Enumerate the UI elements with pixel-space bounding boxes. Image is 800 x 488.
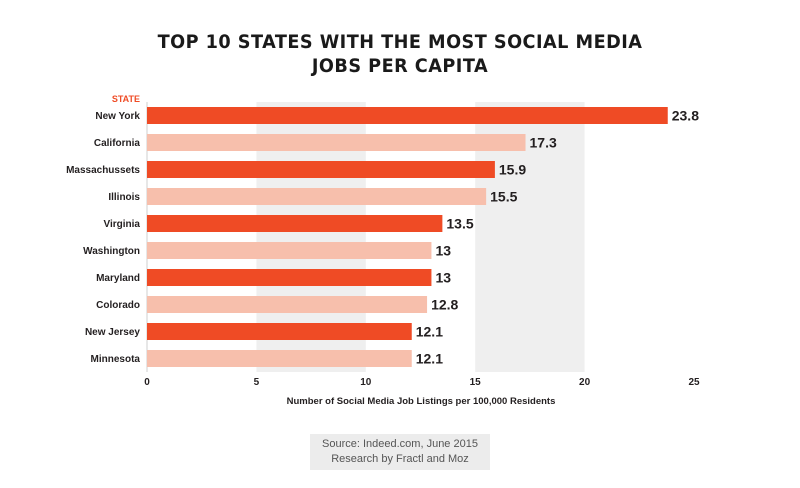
value-label: 15.9 [499,162,526,178]
category-label: Illinois [108,192,140,203]
source-box: Source: Indeed.com, June 2015 Research b… [310,434,490,470]
category-label: Washington [83,246,140,257]
value-label: 12.1 [416,324,443,340]
chart-title-line-2: JOBS PER CAPITA [311,55,489,77]
bar [147,161,495,178]
bar [147,215,443,232]
bar [147,242,432,259]
x-tick-label: 15 [470,377,482,388]
source-text: Source: Indeed.com, June 2015 [322,438,478,450]
category-label: New York [95,111,140,122]
value-label: 17.3 [530,135,557,151]
bar [147,269,432,286]
x-tick-label: 20 [579,377,591,388]
x-tick-label: 5 [254,377,260,388]
category-label: California [94,138,141,149]
bar [147,188,487,205]
bar [147,134,526,151]
bar [147,107,668,124]
category-label: Virginia [104,219,141,230]
bar [147,323,412,340]
value-label: 12.8 [431,297,458,313]
value-label: 15.5 [490,189,517,205]
bar [147,350,412,367]
value-label: 12.1 [416,351,443,367]
bar [147,296,428,313]
category-label: New Jersey [85,327,140,338]
value-label: 13 [435,270,451,286]
category-label: Minnesota [91,354,141,365]
x-tick-label: 0 [144,377,150,388]
chart-title: TOP 10 STATES WITH THE MOST SOCIAL MEDIA… [28,30,772,78]
value-label: 13 [435,243,451,259]
x-axis-title: Number of Social Media Job Listings per … [286,396,556,407]
x-tick-label: 10 [360,377,372,388]
value-label: 23.8 [672,108,699,124]
category-label: Maryland [96,273,140,284]
credit-text: Research by Fractl and Moz [331,453,469,465]
value-label: 13.5 [446,216,473,232]
chart-title-line-1: TOP 10 STATES WITH THE MOST SOCIAL MEDIA [157,31,643,53]
category-label: Colorado [96,300,140,311]
category-label: Massachussets [66,165,140,176]
x-tick-label: 25 [688,377,700,388]
y-axis-title: STATE [112,94,140,104]
